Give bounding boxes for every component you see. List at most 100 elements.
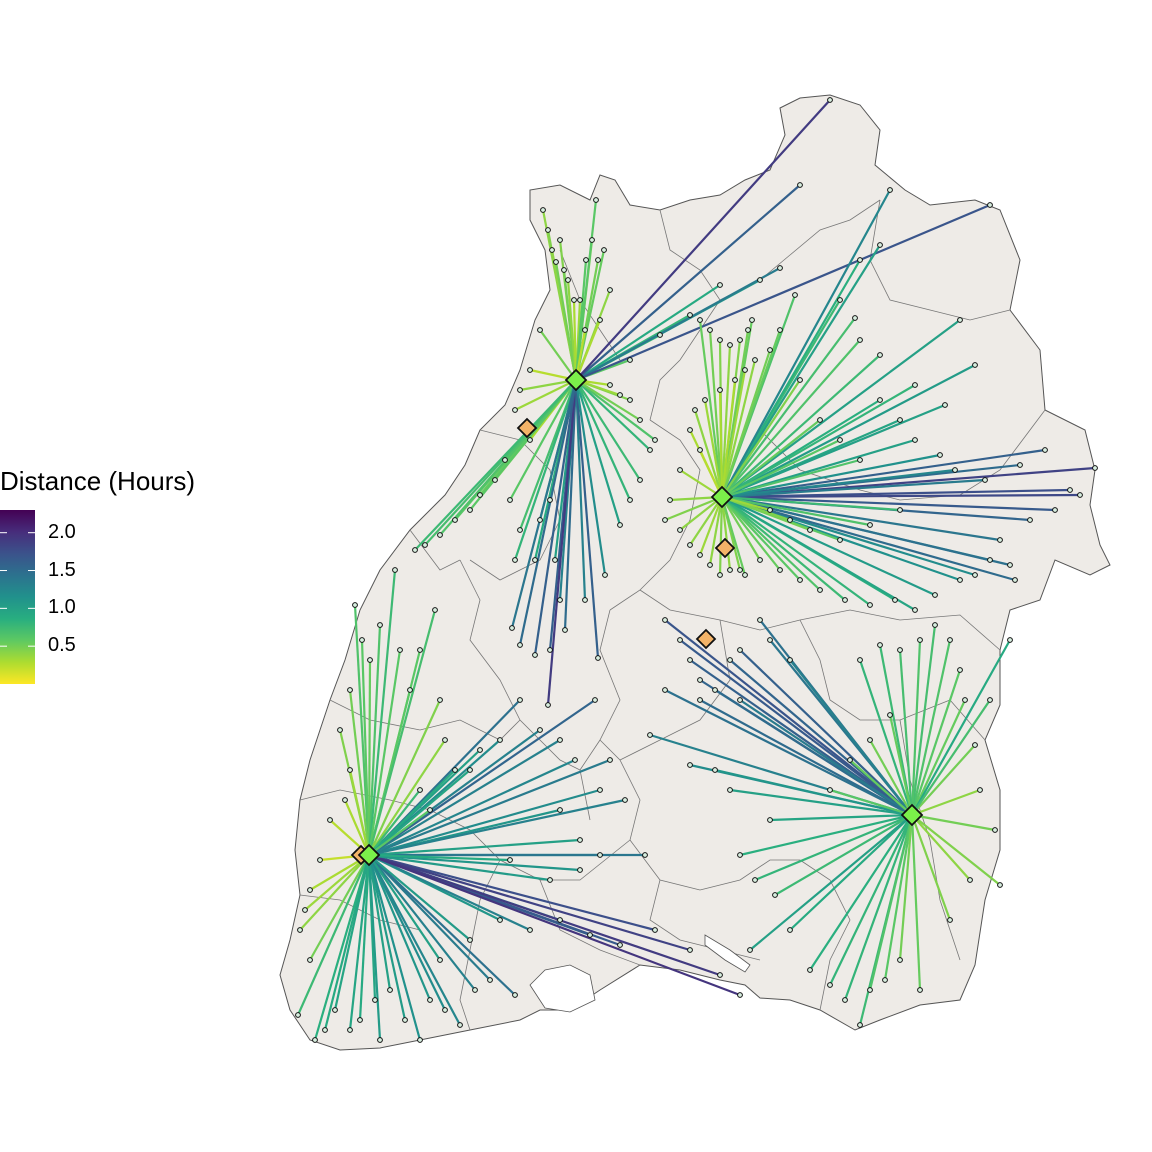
route-endpoint <box>557 917 563 923</box>
route-line <box>749 814 913 951</box>
route-endpoint <box>507 857 513 863</box>
route-endpoint <box>517 697 523 703</box>
route-line <box>721 189 891 498</box>
route-line <box>368 739 561 856</box>
route-endpoint <box>545 227 551 233</box>
route-endpoint <box>1052 507 1058 513</box>
route-endpoint <box>737 697 743 703</box>
route-line <box>367 569 397 856</box>
route-endpoint <box>627 497 633 503</box>
route-endpoint <box>742 572 748 578</box>
route-line <box>789 814 913 931</box>
route-line <box>575 284 721 381</box>
route-endpoint <box>952 467 958 473</box>
route-line <box>367 854 407 1021</box>
route-endpoint <box>757 277 763 283</box>
route-line <box>368 853 511 862</box>
route-endpoint <box>697 317 703 323</box>
route-line <box>348 854 371 1031</box>
route-line <box>367 854 392 991</box>
route-line <box>368 853 721 977</box>
route-endpoint <box>1077 492 1083 498</box>
secondary-diamond <box>695 628 717 650</box>
route-line <box>358 854 371 1021</box>
route-endpoint <box>977 787 983 793</box>
route-endpoint <box>540 207 546 213</box>
route-endpoint <box>767 347 773 353</box>
route-line <box>574 379 607 576</box>
route-endpoint <box>417 787 423 793</box>
route-endpoint <box>677 637 683 643</box>
route-endpoint <box>527 437 533 443</box>
route-line <box>299 854 370 931</box>
route-line <box>360 639 371 856</box>
route-endpoint <box>297 927 303 933</box>
route-endpoint <box>545 702 551 708</box>
route-endpoint <box>962 697 968 703</box>
route-endpoint <box>509 625 515 631</box>
route-line <box>898 649 914 816</box>
route-line <box>296 854 371 1016</box>
route-line <box>769 813 913 822</box>
route-line <box>575 379 641 421</box>
route-line <box>883 814 914 981</box>
route-endpoint <box>987 557 993 563</box>
route-endpoint <box>587 932 593 938</box>
route-endpoint <box>982 477 988 483</box>
route-line <box>721 317 856 498</box>
route-line <box>679 469 723 498</box>
route-endpoint <box>867 987 873 993</box>
route-line <box>574 379 587 601</box>
route-endpoint <box>792 292 798 298</box>
route-endpoint <box>347 687 353 693</box>
route-line <box>689 496 723 546</box>
route-endpoint <box>692 407 698 413</box>
route-line <box>721 468 956 499</box>
route-line <box>911 813 996 832</box>
route-endpoint <box>947 917 953 923</box>
route-endpoint <box>997 882 1003 888</box>
route-line <box>518 379 578 646</box>
route-endpoint <box>565 277 571 283</box>
route-endpoint <box>942 402 948 408</box>
route-line <box>843 814 914 1001</box>
route-line <box>774 814 913 896</box>
route-line <box>368 853 551 882</box>
route-line <box>563 379 578 631</box>
route-endpoint <box>477 492 483 498</box>
route-line <box>721 488 1071 499</box>
route-line <box>368 758 611 857</box>
route-line <box>368 853 691 952</box>
route-endpoint <box>561 267 567 273</box>
route-endpoint <box>512 992 518 998</box>
route-endpoint <box>745 327 751 333</box>
route-endpoint <box>997 537 1003 543</box>
route-endpoint <box>662 687 668 693</box>
route-endpoint <box>437 957 443 963</box>
route-line <box>720 344 732 498</box>
route-endpoint <box>707 562 713 568</box>
legend-tick-label: 1.0 <box>48 596 76 619</box>
route-line <box>721 419 821 498</box>
route-endpoint <box>857 457 863 463</box>
route-endpoint <box>302 907 308 913</box>
route-line <box>721 496 871 606</box>
route-endpoint <box>512 407 518 413</box>
route-line <box>720 369 747 498</box>
lake-small <box>704 934 751 973</box>
route-line <box>718 389 724 498</box>
route-endpoint <box>342 797 348 803</box>
route-line <box>911 744 976 816</box>
route-line <box>304 854 370 911</box>
route-endpoint <box>547 877 553 883</box>
route-line <box>368 788 601 857</box>
route-line <box>721 495 1001 542</box>
route-line <box>729 788 913 817</box>
route-endpoint <box>857 1022 863 1028</box>
route-line <box>720 379 737 498</box>
route-endpoint <box>497 737 503 743</box>
hub-diamond <box>900 803 924 827</box>
route-endpoint <box>867 602 873 608</box>
route-endpoint <box>667 497 673 503</box>
route-endpoint <box>312 1037 318 1043</box>
